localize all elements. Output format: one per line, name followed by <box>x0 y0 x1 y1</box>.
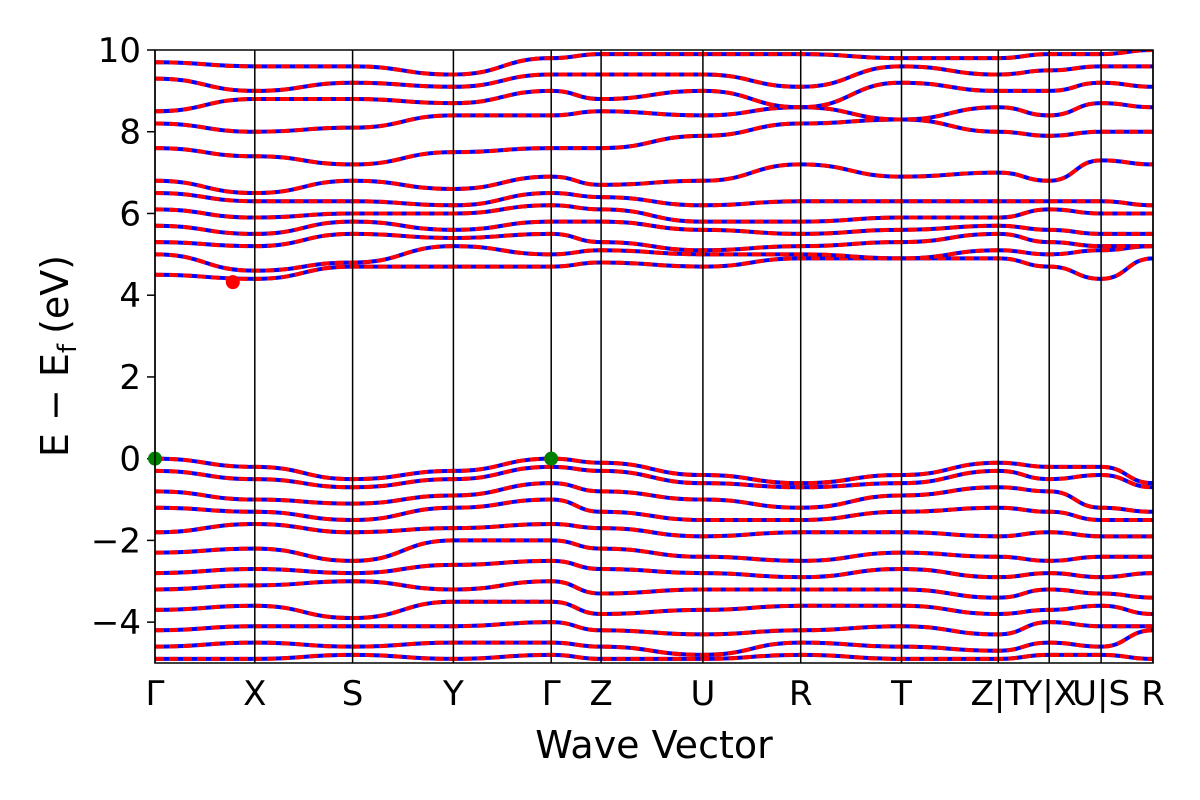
band-line <box>155 231 1153 253</box>
x-tick-label: Z|T <box>971 674 1027 714</box>
x-tick-label: R <box>789 674 813 714</box>
x-tick-label: X <box>243 674 266 714</box>
x-tick-label: U|S <box>1072 674 1130 714</box>
y-tick-label: 10 <box>98 31 141 71</box>
band-line <box>155 464 1153 490</box>
y-label-unit: (eV) <box>33 255 77 334</box>
band-line <box>155 558 1153 580</box>
band-line <box>155 219 1153 236</box>
band-line <box>155 244 1153 273</box>
band-line <box>155 599 1153 621</box>
band-line <box>155 256 1153 281</box>
x-tick-label: T <box>890 674 912 714</box>
band-line <box>155 538 1153 563</box>
y-tick-label: 4 <box>119 276 141 316</box>
band-line <box>155 497 1153 522</box>
x-tick-label: U <box>690 674 715 714</box>
band-line <box>155 191 1153 208</box>
band-line <box>155 620 1153 637</box>
x-tick-label: Y|X <box>1020 674 1077 714</box>
band-line <box>155 522 1153 539</box>
band-line <box>155 64 1153 93</box>
y-tick-label: 6 <box>119 194 141 234</box>
band-line <box>155 50 1153 77</box>
band-line <box>155 101 1153 134</box>
x-tick-label: Z <box>589 674 612 714</box>
band-line <box>155 101 1153 134</box>
x-tick-label: R <box>1141 674 1165 714</box>
band-line <box>155 256 1153 281</box>
band-line <box>155 158 1153 196</box>
band-line <box>155 481 1153 514</box>
x-axis-label: Wave Vector <box>535 723 773 767</box>
y-tick-label: 0 <box>119 440 141 480</box>
band-line <box>155 558 1153 580</box>
band-line <box>155 50 1153 77</box>
extremum-point <box>544 451 559 466</box>
y-tick-label: −4 <box>91 603 141 643</box>
band-line <box>155 203 1153 224</box>
x-tick-label: Γ <box>542 674 561 714</box>
band-line <box>155 522 1153 539</box>
y-tick-label: −2 <box>91 521 141 561</box>
y-tick-label: 2 <box>119 358 141 398</box>
band-line <box>155 231 1153 253</box>
y-label-main: E − E <box>33 353 77 457</box>
band-line <box>155 652 1153 661</box>
y-label-sub: f <box>53 343 83 353</box>
band-line <box>155 579 1153 600</box>
band-line <box>155 117 1153 167</box>
band-line <box>155 579 1153 600</box>
y-axis-label: E − Ef (eV) <box>33 255 83 457</box>
extremum-point <box>225 275 240 290</box>
band-line <box>155 456 1153 486</box>
x-tick-label: S <box>342 674 364 714</box>
band-line <box>155 203 1153 224</box>
plot-frame <box>154 49 1154 664</box>
y-tick-label: 8 <box>119 113 141 153</box>
x-tick-label: Y <box>442 674 464 714</box>
x-tick-label: Γ <box>146 674 165 714</box>
band-line <box>155 158 1153 196</box>
band-line <box>155 191 1153 208</box>
band-line <box>155 64 1153 93</box>
plot-area <box>155 50 1153 661</box>
band-line <box>155 117 1153 167</box>
band-line <box>155 628 1153 657</box>
